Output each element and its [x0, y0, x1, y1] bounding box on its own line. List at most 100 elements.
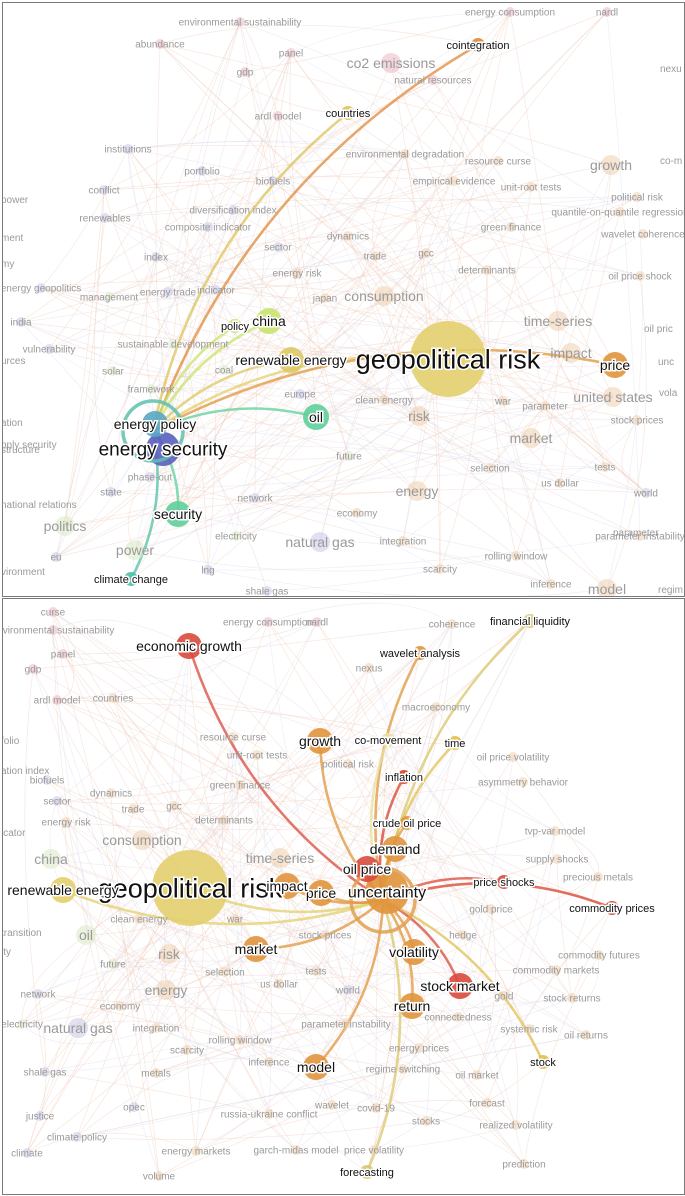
- node-resource-curse[interactable]: [493, 156, 503, 166]
- node-tvp-var-model[interactable]: [550, 826, 560, 836]
- node-growth[interactable]: [307, 728, 333, 754]
- node-time-series[interactable]: [270, 848, 290, 868]
- node-security[interactable]: [165, 501, 191, 527]
- node-empirical-evidence[interactable]: [449, 176, 459, 186]
- node-climate-change[interactable]: [124, 572, 138, 586]
- node-clean-energy[interactable]: [379, 395, 389, 405]
- node-parameter-instability[interactable]: [635, 531, 645, 541]
- node-return[interactable]: [399, 993, 425, 1019]
- node-oil-returns[interactable]: [581, 1030, 591, 1040]
- node-garch-midas-model[interactable]: [291, 1145, 301, 1155]
- node-stock-market[interactable]: [447, 973, 473, 999]
- node-renewables[interactable]: [100, 213, 110, 223]
- node-politics[interactable]: [55, 516, 75, 536]
- node-energy-risk[interactable]: [61, 817, 71, 827]
- node-uncertainty[interactable]: [365, 870, 409, 914]
- node-sector[interactable]: [52, 796, 62, 806]
- node-nexus[interactable]: [364, 663, 374, 673]
- node-covid-19[interactable]: [371, 1103, 381, 1113]
- node-impact[interactable]: [274, 873, 300, 899]
- node-energy[interactable]: [156, 980, 176, 1000]
- node-energy-consumption[interactable]: [263, 617, 273, 627]
- node-wavelet[interactable]: [327, 1100, 337, 1110]
- node-gdp[interactable]: [28, 664, 38, 674]
- node-metals[interactable]: [151, 1068, 161, 1078]
- node-forecast[interactable]: [482, 1098, 492, 1108]
- node-impact[interactable]: [561, 343, 581, 363]
- node-oil-price-volatility[interactable]: [508, 752, 518, 762]
- node-energy-security[interactable]: [146, 432, 180, 466]
- node-commodity-markets[interactable]: [551, 965, 561, 975]
- node-world[interactable]: [343, 985, 353, 995]
- node-war[interactable]: [230, 914, 240, 924]
- node-volatility[interactable]: [401, 939, 427, 965]
- node-diversification-index[interactable]: [228, 205, 238, 215]
- node-trade[interactable]: [370, 251, 380, 261]
- node-dynamics[interactable]: [106, 788, 116, 798]
- node-green-finance[interactable]: [235, 780, 245, 790]
- node-sector[interactable]: [273, 242, 283, 252]
- node-price-shocks[interactable]: [497, 875, 511, 889]
- node-energy-policy[interactable]: [142, 411, 168, 437]
- node-future[interactable]: [108, 959, 118, 969]
- node-panel[interactable]: [286, 48, 296, 58]
- node-integration[interactable]: [398, 536, 408, 546]
- node-economic-growth[interactable]: [176, 633, 202, 659]
- node-russia-ukraine-conflict[interactable]: [264, 1109, 274, 1119]
- node-macroeconomy[interactable]: [431, 702, 441, 712]
- node-geopolitical-risk[interactable]: [410, 321, 486, 397]
- node-tests[interactable]: [311, 966, 321, 976]
- node-vulnerability[interactable]: [44, 344, 54, 354]
- node-co2-emissions[interactable]: [381, 53, 401, 73]
- node-model[interactable]: [597, 579, 617, 596]
- node-framework[interactable]: [146, 384, 156, 394]
- node-curse[interactable]: [48, 607, 58, 617]
- node-panel[interactable]: [58, 649, 68, 659]
- node-crude-oil-price[interactable]: [400, 816, 414, 830]
- node-trade[interactable]: [128, 804, 138, 814]
- node-consumption[interactable]: [374, 286, 394, 306]
- node-unit-root-tests[interactable]: [252, 750, 262, 760]
- node-renewable-energy[interactable]: [50, 877, 76, 903]
- node-realized-volatility[interactable]: [511, 1120, 521, 1130]
- node-economy[interactable]: [352, 508, 362, 518]
- node-gold-price[interactable]: [486, 904, 496, 914]
- node-europe[interactable]: [295, 389, 305, 399]
- node-renewable-energy[interactable]: [278, 347, 304, 373]
- node-growth[interactable]: [601, 155, 621, 175]
- node-shale-gas[interactable]: [40, 1067, 50, 1077]
- node-energy-trade[interactable]: [163, 287, 173, 297]
- node-stock-prices[interactable]: [320, 930, 330, 940]
- node-justice[interactable]: [35, 1111, 45, 1121]
- node-war[interactable]: [498, 396, 508, 406]
- node-scarcity[interactable]: [182, 1045, 192, 1055]
- node-index[interactable]: [151, 252, 161, 262]
- node-future[interactable]: [344, 451, 354, 461]
- node-dynamics[interactable]: [343, 231, 353, 241]
- node-geopolitical-risk[interactable]: [152, 850, 228, 926]
- node-price[interactable]: [308, 880, 334, 906]
- node-conflict[interactable]: [99, 185, 109, 195]
- node-economy[interactable]: [115, 1001, 125, 1011]
- node-energy-markets[interactable]: [191, 1146, 201, 1156]
- node-state[interactable]: [106, 487, 116, 497]
- node-world[interactable]: [641, 488, 651, 498]
- node-connectedness[interactable]: [453, 1012, 463, 1022]
- node-oil[interactable]: [303, 404, 329, 430]
- node-energy-risk[interactable]: [292, 268, 302, 278]
- node-natural-gas[interactable]: [68, 1018, 88, 1038]
- node-energy-consumption[interactable]: [505, 7, 515, 17]
- node-price-volatility[interactable]: [369, 1145, 379, 1155]
- node-climate[interactable]: [22, 1148, 32, 1158]
- node-composite-indicator[interactable]: [203, 222, 213, 232]
- node-china[interactable]: [256, 308, 282, 334]
- node-stock[interactable]: [536, 1055, 550, 1069]
- node-demand[interactable]: [382, 836, 408, 862]
- node-rolling-window[interactable]: [511, 551, 521, 561]
- node-tests[interactable]: [600, 462, 610, 472]
- node-rolling-window[interactable]: [235, 1035, 245, 1045]
- node-sustainable-development[interactable]: [168, 339, 178, 349]
- node-gold[interactable]: [499, 991, 509, 1001]
- node-biofuels[interactable]: [268, 176, 278, 186]
- node-time[interactable]: [448, 736, 462, 750]
